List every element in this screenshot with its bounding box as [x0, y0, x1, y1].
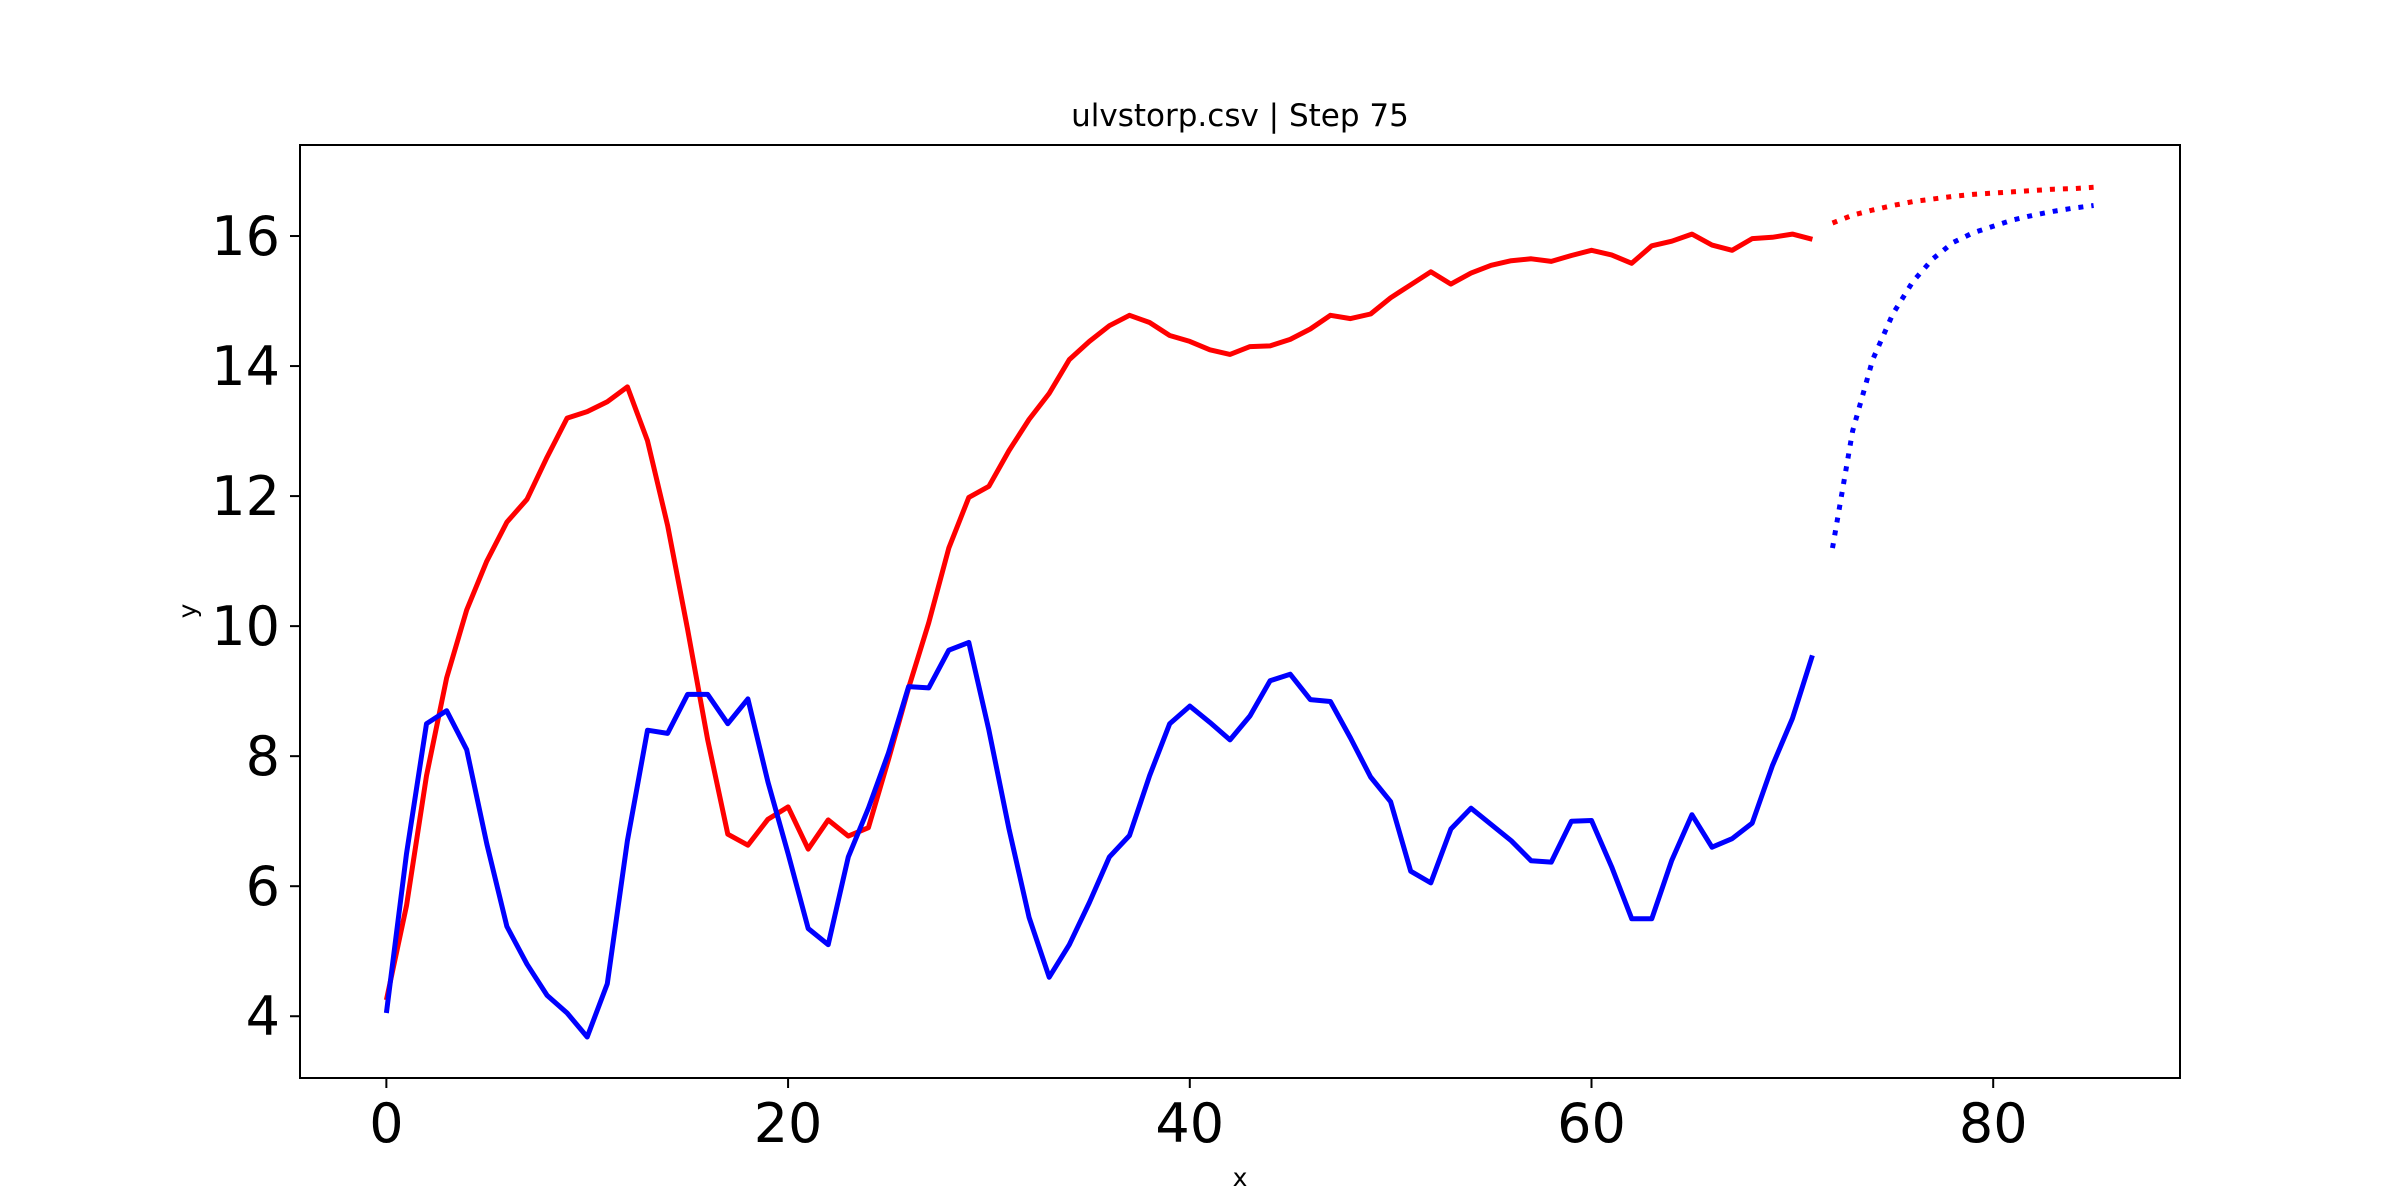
series-line-3	[1830, 203, 2094, 549]
x-tick-label: 80	[1959, 1092, 2028, 1155]
plot-frame	[299, 144, 2181, 1079]
x-tick-label: 40	[1155, 1092, 1224, 1155]
x-axis: 0 20 40 60 80	[369, 1078, 2028, 1155]
y-tick-label: 14	[211, 335, 280, 398]
y-tick-label: 4	[246, 985, 280, 1048]
y-tick-label: 6	[246, 855, 280, 918]
y-tick-label: 16	[211, 205, 280, 268]
series-line-0	[383, 231, 1814, 1001]
chart-title: ulvstorp.csv | Step 75	[1071, 98, 1409, 134]
x-tick-label: 20	[754, 1092, 823, 1155]
x-tick-label: 0	[369, 1092, 403, 1155]
y-axis: 4 6 8 10 12 14 16	[211, 205, 300, 1048]
series-line-2	[1831, 184, 2094, 226]
series-line-1	[383, 639, 1815, 1040]
y-axis-label: y	[173, 603, 202, 618]
y-tick-label: 8	[246, 725, 280, 788]
y-tick-label: 10	[211, 595, 280, 658]
series-layer	[383, 184, 2094, 1040]
x-tick-label: 60	[1557, 1092, 1626, 1155]
x-axis-label: x	[1233, 1163, 1248, 1192]
y-tick-label: 12	[211, 465, 280, 528]
